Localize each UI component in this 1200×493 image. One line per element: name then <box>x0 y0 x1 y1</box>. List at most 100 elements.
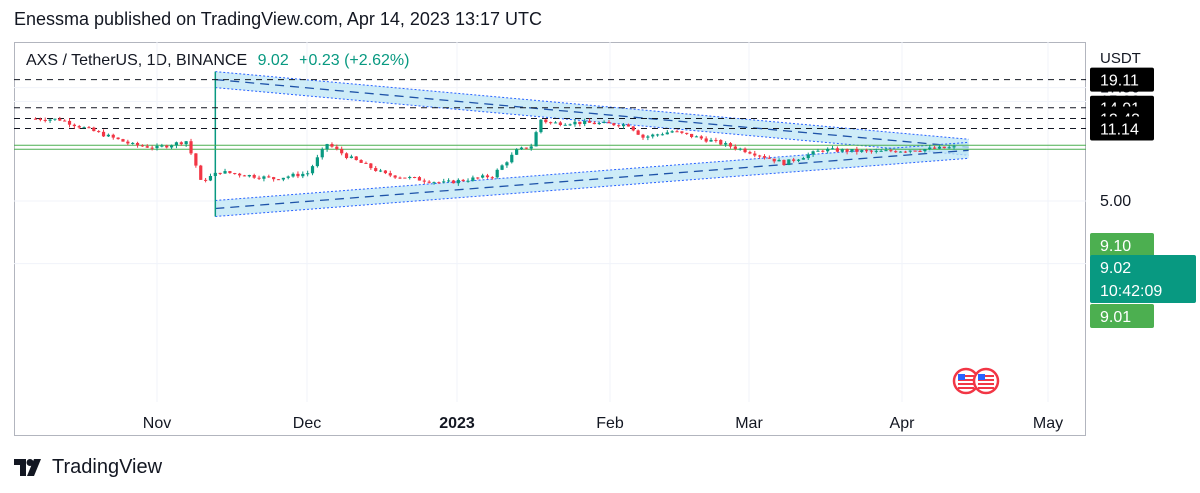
candle-body <box>77 126 81 128</box>
tradingview-brand[interactable]: TradingView <box>14 456 162 479</box>
candle-body <box>665 132 669 135</box>
candle-body <box>306 173 310 175</box>
candle-body <box>204 179 208 181</box>
candle-body <box>48 119 52 121</box>
x-tick-label: Mar <box>735 415 763 432</box>
candle-body <box>636 130 640 135</box>
flag-stripe <box>958 387 974 389</box>
flag-stripe <box>978 379 994 381</box>
candle-body <box>510 154 514 163</box>
price-label-box <box>1090 304 1154 328</box>
candle-body <box>495 169 499 178</box>
tradingview-logo-icon <box>14 459 41 476</box>
candle-body <box>675 131 679 133</box>
candle-body <box>631 126 635 131</box>
candle-body <box>490 177 494 179</box>
candle-body <box>315 157 319 167</box>
triangle-upper-midline <box>215 78 969 148</box>
candle-body <box>121 139 125 142</box>
candle-body <box>403 177 407 179</box>
candle-body <box>646 136 650 138</box>
candle-body <box>82 127 86 129</box>
candle-body <box>860 150 864 152</box>
candle-body <box>238 173 242 176</box>
candle-body <box>524 147 528 149</box>
candle-body <box>252 175 256 178</box>
candle-body <box>612 123 616 126</box>
price-label-box <box>1090 255 1196 303</box>
triangle-lower-edge <box>215 141 969 201</box>
symbol-name[interactable]: AXS / TetherUS, 1D, BINANCE <box>26 52 248 69</box>
candle-body <box>43 119 47 121</box>
candle-body <box>850 149 854 152</box>
candle-body <box>607 121 611 124</box>
candle-body <box>228 171 232 174</box>
candle-body <box>374 168 378 171</box>
candle-body <box>724 143 728 145</box>
candle-body <box>344 153 349 159</box>
candle-body <box>325 144 329 150</box>
candle-body <box>340 148 344 154</box>
candle-body <box>762 156 767 158</box>
candles <box>33 116 956 186</box>
candle-body <box>126 141 130 144</box>
candle-body <box>131 142 135 144</box>
candle-body <box>456 179 460 184</box>
candle-body <box>903 151 908 153</box>
candle-body <box>116 137 120 140</box>
candle-body <box>942 146 946 149</box>
candle-body <box>179 142 183 145</box>
candle-body <box>529 146 533 149</box>
candle-body <box>242 175 247 177</box>
candle-body <box>286 176 290 178</box>
candle-body <box>301 173 305 177</box>
price-label-countdown: 10:42:09 <box>1100 283 1162 300</box>
publish-info: Enessma published on TradingView.com, Ap… <box>14 9 542 29</box>
candle-body <box>952 146 956 148</box>
candle-body <box>412 177 417 179</box>
candle-body <box>476 177 480 179</box>
flag-stripe <box>958 379 974 381</box>
candle-body <box>58 118 62 121</box>
candle-body <box>349 156 353 159</box>
candle-body <box>787 159 791 166</box>
candle-body <box>169 145 174 148</box>
candle-body <box>471 177 475 181</box>
candle-body <box>481 175 485 178</box>
candle-body <box>733 146 737 149</box>
x-tick-label: May <box>1033 415 1063 432</box>
triangle-lower-edge <box>215 157 969 217</box>
candle-body <box>811 151 815 155</box>
candle-body <box>296 173 300 177</box>
candle-body <box>806 154 810 159</box>
candle-body <box>199 165 203 180</box>
candle-body <box>194 153 198 166</box>
candle-body <box>874 150 878 152</box>
candle-body <box>87 127 91 129</box>
candle-body <box>364 162 368 164</box>
candle-body <box>63 120 67 122</box>
candle-body <box>437 182 441 184</box>
price-label-box <box>1090 67 1154 92</box>
candle-body <box>330 144 334 147</box>
candle-body <box>626 124 631 127</box>
candle-body <box>592 122 596 125</box>
candle-body <box>913 150 917 152</box>
candle-body <box>150 147 154 149</box>
candle-body <box>97 131 101 133</box>
candle-body <box>578 121 582 125</box>
candle-body <box>709 139 713 142</box>
candle-body <box>947 147 951 149</box>
candle-body <box>534 132 538 147</box>
candle-body <box>602 121 606 123</box>
candle-body <box>213 172 217 176</box>
candle-body <box>855 149 859 152</box>
candle-body <box>106 134 110 137</box>
candle-body <box>417 177 422 181</box>
price-label-box <box>1090 116 1154 141</box>
candle-body <box>165 145 169 148</box>
candle-body <box>544 119 548 123</box>
candle-body <box>660 134 665 136</box>
triangle-lower-midline <box>215 149 969 210</box>
